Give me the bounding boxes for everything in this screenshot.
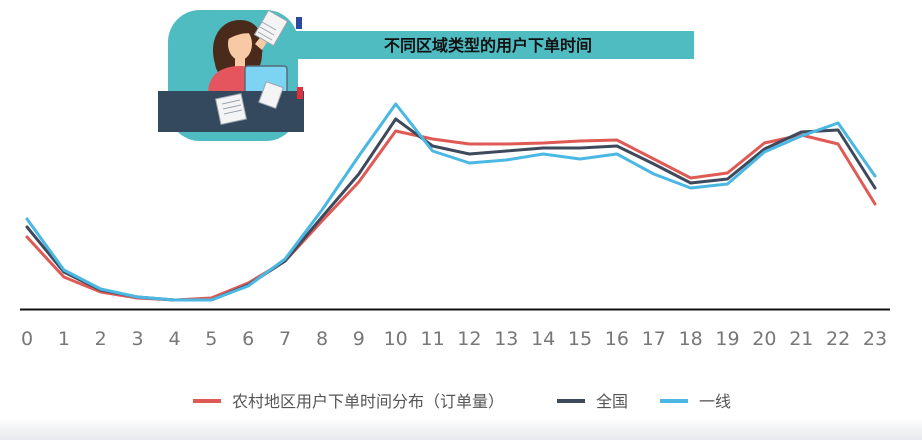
x-tick-label: 15 xyxy=(568,328,592,350)
x-tick-label: 20 xyxy=(752,328,776,350)
x-tick-label: 13 xyxy=(494,328,518,350)
x-tick-label: 16 xyxy=(605,328,629,350)
x-tick-label: 8 xyxy=(316,328,328,350)
woman-neck xyxy=(235,58,245,68)
hand-tab-top-icon xyxy=(296,17,302,29)
series-line-2 xyxy=(25,102,877,302)
x-tick-label: 0 xyxy=(21,328,33,350)
x-tick-label: 10 xyxy=(384,328,408,350)
title-banner xyxy=(282,31,694,59)
x-tick-label: 1 xyxy=(58,328,70,350)
x-tick-label: 17 xyxy=(642,328,666,350)
x-tick-label: 21 xyxy=(789,328,813,350)
series-layer xyxy=(25,102,877,302)
x-tick-label: 2 xyxy=(95,328,107,350)
x-tick-label: 11 xyxy=(421,328,445,350)
legend-label-1: 全国 xyxy=(596,392,628,411)
paper-desk-icon xyxy=(214,92,248,126)
x-tick-label: 4 xyxy=(168,328,180,350)
x-tick-label: 5 xyxy=(205,328,217,350)
x-tick-label: 9 xyxy=(353,328,365,350)
legend-label-2: 一线 xyxy=(699,392,731,411)
x-tick-label: 23 xyxy=(863,328,887,350)
x-tick-label: 18 xyxy=(679,328,703,350)
chart-title: 不同区域类型的用户下单时间 xyxy=(384,36,592,55)
hand-tab-bottom-icon xyxy=(297,87,303,99)
paper-hand-icon xyxy=(258,80,284,110)
illustration xyxy=(158,9,304,141)
x-tick-label: 7 xyxy=(279,328,291,350)
x-tick-label: 19 xyxy=(715,328,739,350)
woman-bangs xyxy=(227,27,253,40)
paper-top-icon xyxy=(253,9,289,47)
x-tick-label: 3 xyxy=(132,328,144,350)
bottom-shadow xyxy=(0,418,922,440)
x-tick-label: 22 xyxy=(826,328,850,350)
series-line-1 xyxy=(25,117,877,302)
x-tick-label: 12 xyxy=(457,328,481,350)
x-tick-label: 14 xyxy=(531,328,555,350)
x-tick-labels: 0 1 2 3 4 5 6 7 8 9 10 11 12 13 14 15 16 17 18 19 20 21 22 23 xyxy=(21,328,887,350)
x-tick-label: 6 xyxy=(242,328,254,350)
legend-label-0: 农村地区用户下单时间分布（订单量） xyxy=(232,392,504,411)
legend: 农村地区用户下单时间分布（订单量） 全国 一线 xyxy=(193,392,731,411)
